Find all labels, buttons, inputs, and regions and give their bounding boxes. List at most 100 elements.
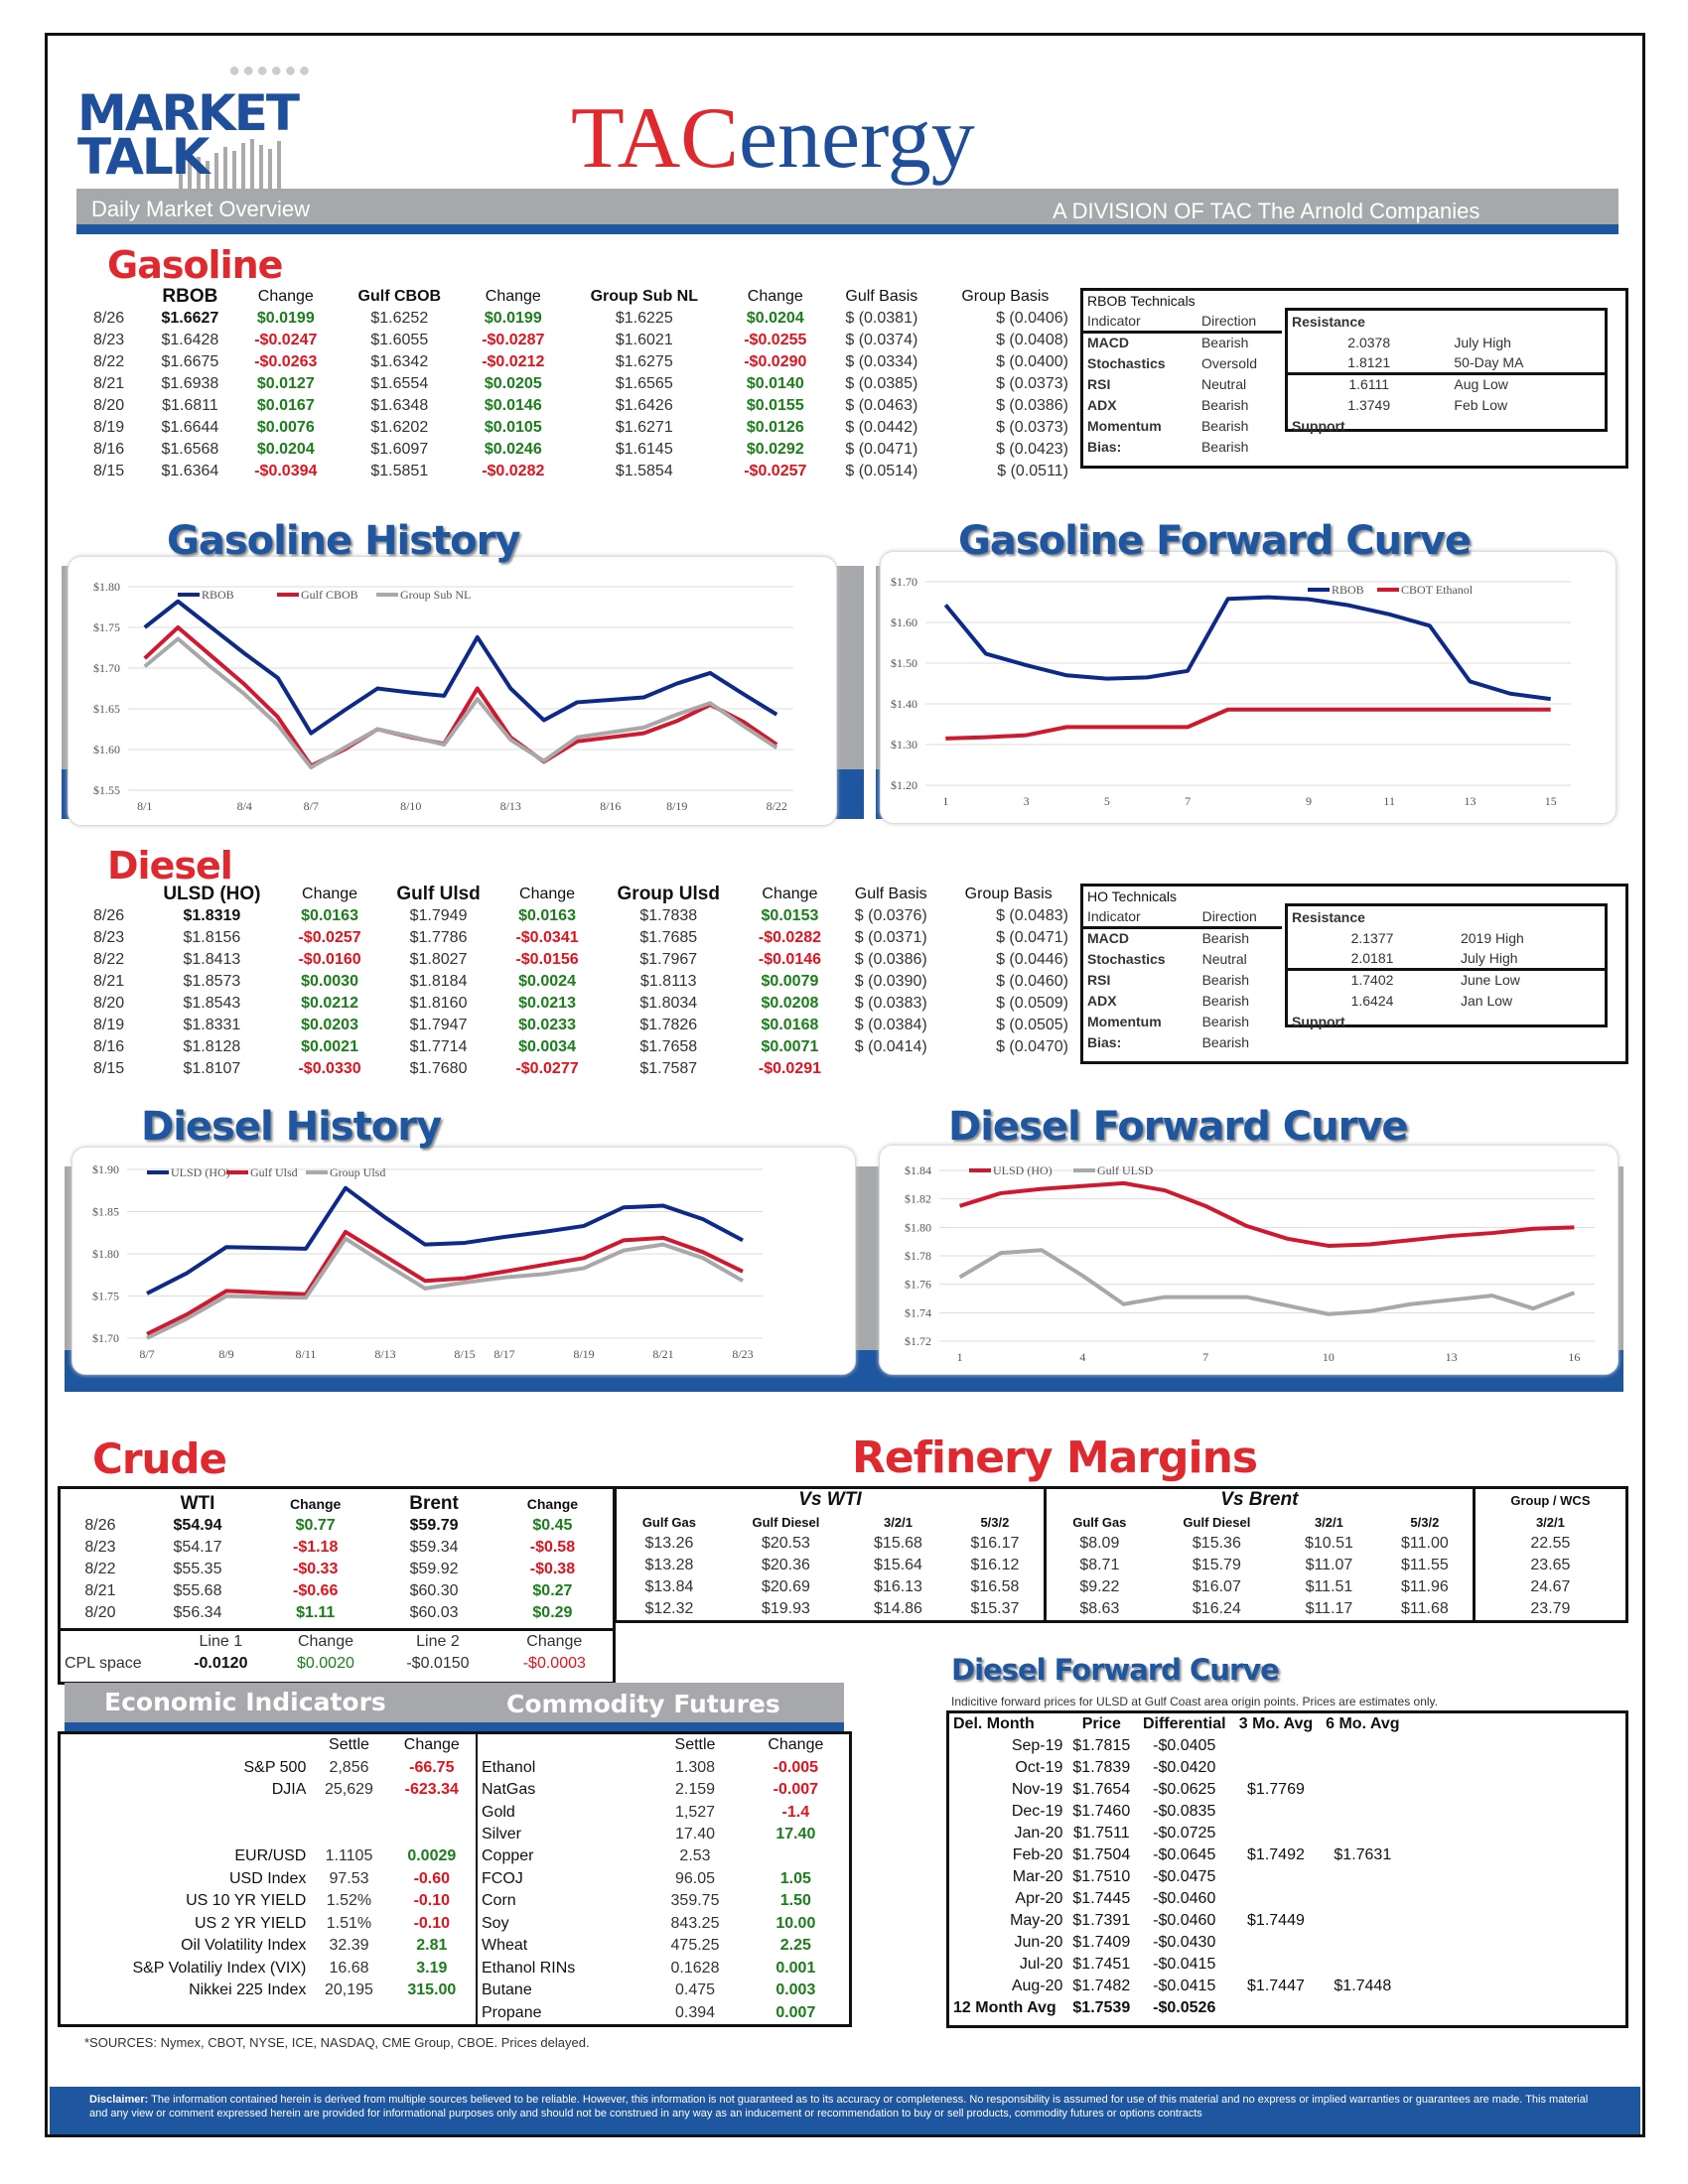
table-header: Del. Month Price Differential 3 Mo. Avg … [949, 1713, 1406, 1735]
table-row: $13.28 $20.36 $15.64 $16.12 $8.71 $15.79 $11.0… [617, 1555, 1625, 1576]
svg-text:8/13: 8/13 [374, 1347, 395, 1361]
table-row: Silver 17.40 17.40 [478, 1824, 849, 1845]
indicator-name: Bias: [1087, 438, 1122, 455]
table-row: 8/26 $54.94 $0.77 $59.79 $0.45 [61, 1515, 613, 1537]
diesel-title: Diesel [107, 844, 233, 887]
col-6mo: 6 Mo. Avg [1326, 1715, 1400, 1732]
margin-cell: $11.55 [1376, 1555, 1476, 1576]
table-header: RBOB Change Gulf CBOB Change Group Sub N… [89, 286, 1072, 308]
cpl-divider [61, 1628, 613, 1631]
col-change: Change [747, 288, 803, 305]
margin-cell: 23.65 [1530, 1557, 1571, 1573]
table-row: 8/16 $1.6568 $0.0204 $1.6097 $0.0246 $1.6145 $… [89, 439, 1072, 461]
basis-cell: $ (0.0371) [854, 929, 927, 946]
settle-cell: 32.39 [329, 1937, 369, 1955]
change-cell: $0.0212 [301, 995, 358, 1012]
level-row: 1.8121 50-Day MA [1288, 352, 1605, 373]
table-row: Jul-20 $1.7451 -$0.0415 [949, 1954, 1406, 1976]
fwd-cell: -$0.0420 [1153, 1759, 1216, 1776]
col-group: Group Sub NL [590, 288, 699, 305]
brent-cell: $59.79 [409, 1517, 459, 1534]
date-cell: 8/15 [93, 1060, 125, 1077]
svg-text:$1.70: $1.70 [93, 661, 120, 675]
basis-cell: $ (0.0386) [996, 397, 1068, 414]
settle-cell [310, 1801, 387, 1823]
empty [1457, 1011, 1605, 1031]
change-cell: 3.19 [416, 1959, 448, 1977]
table-row: 8/21 $1.8573 $0.0030 $1.8184 $0.0024 $1.8113 $… [89, 971, 1072, 993]
price-cell: $1.6271 [615, 419, 673, 436]
table-header: ULSD (HO) Change Gulf Ulsd Change Group … [89, 884, 1072, 905]
indicator-direction: Neutral [1200, 375, 1247, 392]
fwd-cell: -$0.0415 [1153, 1956, 1216, 1973]
subheader-cell: 3/2/1 [884, 1514, 913, 1530]
logo-tac: TAC [571, 90, 739, 187]
level-row: 2.1377 2019 High [1288, 927, 1605, 948]
price-cell: $1.8156 [183, 929, 241, 946]
basis-cell: $ (0.0400) [996, 353, 1068, 370]
change-header: Change [768, 1736, 824, 1754]
indicator-name: RSI [1087, 375, 1111, 392]
change-cell: -1.4 [781, 1803, 810, 1821]
fwd-cell: $1.7460 [1072, 1803, 1131, 1820]
table-row: Oil Volatility Index 32.39 2.81 [61, 1935, 477, 1957]
econ-header-blue [65, 1722, 844, 1731]
change-cell: $0.0163 [301, 907, 358, 924]
price-cell: $1.6055 [370, 332, 429, 348]
table-row: EUR/USD 1.1105 0.0029 [61, 1845, 477, 1867]
date-cell: 8/26 [93, 907, 125, 924]
disclaimer: Disclaimer: The information contained he… [50, 2087, 1640, 2134]
price-cell: $1.6627 [161, 310, 219, 327]
col-3mo: 3 Mo. Avg [1238, 1715, 1314, 1732]
date-cell: 8/26 [84, 1517, 116, 1534]
technicals-title: HO Technicals [1087, 888, 1178, 904]
change-cell: -$0.0341 [515, 929, 579, 946]
change-cell: -$0.0247 [254, 332, 318, 348]
margin-cell: $8.63 [1079, 1600, 1120, 1617]
ho-technicals-box: HO Technicals Indicator Direction MACD Bear… [1080, 884, 1628, 1064]
name-cell: US 10 YR YIELD [186, 1892, 307, 1910]
settle-cell: 1.52% [326, 1892, 372, 1910]
settle-cell: 2.53 [679, 1847, 711, 1865]
indicator-name: MACD [1087, 335, 1129, 351]
indicator-header: Indicator [1087, 312, 1141, 329]
brent-cell: $59.92 [409, 1561, 459, 1577]
price-cell: $1.7967 [639, 951, 698, 968]
settle-header: Settle [329, 1736, 369, 1754]
price-cell: $1.8573 [183, 973, 241, 990]
level-value: 2.1377 [1350, 929, 1394, 946]
svg-text:ULSD (HO): ULSD (HO) [993, 1163, 1053, 1177]
table-row: 8/15 $1.8107 -$0.0330 $1.7680 -$0.0277 $1.758… [89, 1058, 1072, 1080]
basis-cell: $ (0.0408) [996, 332, 1068, 348]
price-cell: $1.7685 [639, 929, 698, 946]
basis-cell: $ (0.0483) [996, 907, 1068, 924]
change-cell: -$0.0263 [254, 353, 318, 370]
table-row: 8/22 $1.6675 -$0.0263 $1.6342 -$0.0212 $1.627… [89, 351, 1072, 373]
date-cell: 8/21 [84, 1582, 116, 1599]
fwd-cell: -$0.0625 [1153, 1781, 1216, 1798]
table-row: 8/20 $1.6811 $0.0167 $1.6348 $0.0146 $1.6426 $… [89, 395, 1072, 417]
col-change: Change [762, 886, 818, 902]
fwd-cell: Jan-20 [1014, 1825, 1063, 1842]
margin-cell: $16.07 [1192, 1578, 1241, 1595]
table-row [61, 2001, 477, 2024]
vs-wti-header: Vs WTI [617, 1489, 1047, 1511]
basis-cell [837, 1058, 944, 1080]
gasoline-price-table: RBOB Change Gulf CBOB Change Group Sub N… [89, 286, 1072, 482]
svg-text:$1.65: $1.65 [93, 702, 120, 716]
fwd-cell: $1.7451 [1072, 1956, 1131, 1973]
levels-box: Resistance 2.1377 2019 High 2.0181 July High… [1285, 903, 1608, 1029]
margin-cell: $11.51 [1305, 1578, 1353, 1595]
svg-text:$1.30: $1.30 [891, 738, 917, 751]
change-cell: -$0.0146 [758, 951, 822, 968]
level-row: 2.0181 July High [1288, 948, 1605, 969]
svg-text:$1.90: $1.90 [92, 1162, 119, 1176]
table-row: NatGas 2.159 -0.007 [478, 1779, 849, 1801]
change-cell: -$0.0212 [482, 353, 545, 370]
indicator-direction: Bearish [1201, 1033, 1250, 1050]
price-cell: $1.6097 [370, 441, 429, 458]
fwd-cell [1320, 1735, 1406, 1757]
change-cell: $0.45 [532, 1517, 573, 1534]
group-wcs-header: Group / WCS [1510, 1492, 1591, 1508]
table-row [61, 1824, 477, 1845]
